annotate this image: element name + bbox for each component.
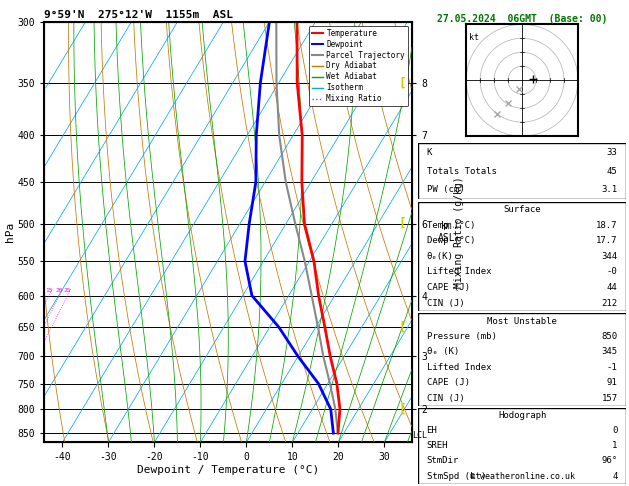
Text: 3.1: 3.1 [601,186,618,194]
Text: 96°: 96° [601,456,618,466]
Text: Hodograph: Hodograph [498,411,546,420]
Text: Dewp (°C): Dewp (°C) [426,236,475,245]
Legend: Temperature, Dewpoint, Parcel Trajectory, Dry Adiabat, Wet Adiabat, Isotherm, Mi: Temperature, Dewpoint, Parcel Trajectory… [309,26,408,106]
Text: StmDir: StmDir [426,456,459,466]
Text: 18.7: 18.7 [596,221,618,229]
Y-axis label: km
ASL: km ASL [438,221,455,243]
Text: 850: 850 [601,332,618,341]
Text: kt: kt [469,33,479,42]
Text: 91: 91 [607,378,618,387]
Text: θₑ (K): θₑ (K) [426,347,459,356]
Text: CIN (J): CIN (J) [426,394,464,402]
Text: StmSpd (kt): StmSpd (kt) [426,471,486,481]
Text: © weatheronline.co.uk: © weatheronline.co.uk [470,472,574,481]
Text: [: [ [399,76,406,89]
Text: 25: 25 [64,289,71,294]
Text: 45: 45 [607,167,618,176]
Text: 33: 33 [607,148,618,157]
Text: EH: EH [426,426,437,435]
Text: 157: 157 [601,394,618,402]
Text: 17.7: 17.7 [596,236,618,245]
Text: 344: 344 [601,252,618,261]
Text: 1: 1 [612,441,618,451]
Text: [: [ [399,217,406,230]
Text: -1: -1 [607,363,618,372]
Text: 0: 0 [612,426,618,435]
Text: 20: 20 [56,289,63,294]
Text: 345: 345 [601,347,618,356]
Text: 212: 212 [601,299,618,308]
Text: Pressure (mb): Pressure (mb) [426,332,496,341]
Text: Lifted Index: Lifted Index [426,363,491,372]
Text: [: [ [399,402,406,416]
Text: CAPE (J): CAPE (J) [426,283,470,292]
Text: Surface: Surface [503,205,541,214]
Text: 27.05.2024  06GMT  (Base: 00): 27.05.2024 06GMT (Base: 00) [437,14,607,24]
Text: 44: 44 [607,283,618,292]
Text: θₑ(K): θₑ(K) [426,252,454,261]
Text: LCL: LCL [413,431,427,440]
Text: CIN (J): CIN (J) [426,299,464,308]
Text: Mixing Ratio (g/kg): Mixing Ratio (g/kg) [454,176,464,288]
Text: CAPE (J): CAPE (J) [426,378,470,387]
X-axis label: Dewpoint / Temperature (°C): Dewpoint / Temperature (°C) [137,465,319,475]
Text: SREH: SREH [426,441,448,451]
Text: Lifted Index: Lifted Index [426,267,491,277]
Text: 4: 4 [612,471,618,481]
Text: [: [ [399,321,406,334]
Text: Temp (°C): Temp (°C) [426,221,475,229]
Text: 9°59'N  275°12'W  1155m  ASL: 9°59'N 275°12'W 1155m ASL [44,10,233,20]
Y-axis label: hPa: hPa [4,222,14,242]
Text: PW (cm): PW (cm) [426,186,464,194]
Text: Totals Totals: Totals Totals [426,167,496,176]
Text: -0: -0 [607,267,618,277]
Text: Most Unstable: Most Unstable [487,317,557,326]
Text: K: K [426,148,432,157]
Text: 15: 15 [45,289,53,294]
